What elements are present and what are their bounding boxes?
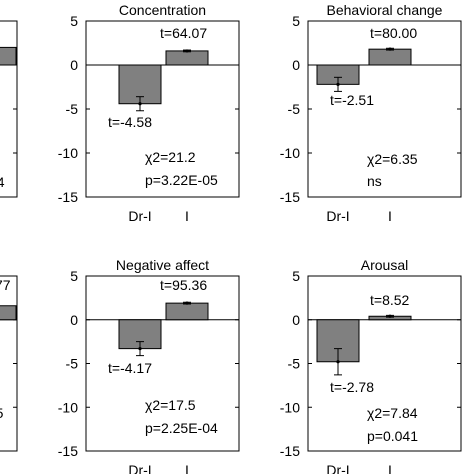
- mean-dot: [336, 360, 340, 364]
- x-tick-label: Dr-I: [128, 462, 151, 474]
- y-tick-label: -15: [280, 443, 300, 459]
- t-value-label: t=64.07: [160, 25, 207, 41]
- x-tick-label: I: [388, 462, 392, 474]
- t-value-label: t=-4.58: [108, 114, 152, 130]
- stat-label: p=3.22E-05: [145, 172, 218, 188]
- stat-label: p=2.25E-04: [145, 420, 218, 436]
- y-tick-label: 5: [70, 268, 78, 284]
- stat-label: E-04: [0, 174, 5, 190]
- panel-title: Behavioral change: [327, 2, 443, 18]
- panel-title: Arousal: [361, 257, 408, 273]
- y-tick-label: -5: [66, 101, 79, 117]
- panel-5: 5 0 -5 -10 -15 Dr-I I Negative affect t=-4.17 t=9…: [58, 257, 240, 474]
- panel-1: 50-5-10-155.3E-04: [0, 20, 18, 198]
- y-tick-label: -5: [288, 101, 301, 117]
- panel-title: Negative affect: [116, 257, 209, 273]
- mean-dot: [185, 301, 189, 305]
- mean-dot: [388, 314, 392, 318]
- panel-4: 50-5-10-15on77245: [0, 275, 18, 452]
- stat-label: χ2=21.2: [145, 149, 196, 165]
- y-tick-label: -10: [58, 145, 78, 161]
- stat-label: p=0.041: [367, 428, 418, 444]
- x-tick-label: I: [185, 208, 189, 224]
- x-tick-label: I: [388, 208, 392, 224]
- t-value-label: t=8.52: [370, 292, 410, 308]
- y-tick-label: -5: [288, 356, 301, 372]
- y-tick-label: -10: [58, 399, 78, 415]
- stat-label: χ2=7.84: [367, 405, 418, 421]
- axes-box: [307, 20, 462, 198]
- mean-dot: [185, 49, 189, 53]
- panel-6: 5 0 -5 -10 -15 Dr-I I Arousal t=-2.78 t=8.52 χ2=7.…: [280, 257, 462, 474]
- y-tick-label: 0: [292, 312, 300, 328]
- y-tick-label: 0: [70, 312, 78, 328]
- stat-label: χ2=17.5: [145, 397, 196, 413]
- x-tick-label: I: [185, 462, 189, 474]
- y-tick-label: -10: [280, 399, 300, 415]
- mean-dot: [336, 82, 340, 86]
- y-tick-label: 5: [70, 13, 78, 29]
- t-value-label: 77: [0, 277, 11, 293]
- bar-i: [165, 302, 209, 321]
- x-tick-label: Dr-I: [326, 462, 349, 474]
- stat-label: 245: [0, 405, 4, 421]
- stat-label: ns: [367, 173, 382, 189]
- y-tick-label: 5: [292, 13, 300, 29]
- mean-dot: [138, 102, 142, 106]
- t-value-label: t=-2.51: [330, 92, 374, 108]
- x-tick-label: Dr-I: [326, 208, 349, 224]
- panel-3: 5 0 -5 -10 -15 Dr-I I Behavioral change t=-2.51 t…: [280, 2, 462, 224]
- t-value-label: t=95.36: [160, 277, 207, 293]
- t-value-label: t=80.00: [370, 25, 417, 41]
- y-tick-label: -15: [280, 189, 300, 205]
- y-tick-label: -5: [66, 356, 79, 372]
- x-tick-label: Dr-I: [128, 208, 151, 224]
- stat-label: χ2=6.35: [367, 151, 418, 167]
- y-tick-label: 0: [292, 57, 300, 73]
- y-tick-label: -10: [280, 145, 300, 161]
- t-value-label: t=-2.78: [330, 379, 374, 395]
- bar-i: [0, 46, 17, 66]
- bar-i: [368, 48, 412, 66]
- axes-box: [85, 20, 240, 198]
- bar-i: [0, 305, 17, 321]
- y-tick-label: 0: [70, 57, 78, 73]
- y-tick-label: -15: [58, 443, 78, 459]
- y-tick-label: 5: [292, 268, 300, 284]
- bar-i: [165, 50, 209, 66]
- y-tick-label: -15: [58, 189, 78, 205]
- panel-2: 5 0 -5 -10 -15 Dr-I I Concentration t=-4.58 t=64.…: [58, 2, 240, 224]
- panel-title: Concentration: [119, 2, 206, 18]
- mean-dot: [388, 47, 392, 51]
- mean-dot: [138, 347, 142, 351]
- t-value-label: t=-4.17: [108, 360, 152, 376]
